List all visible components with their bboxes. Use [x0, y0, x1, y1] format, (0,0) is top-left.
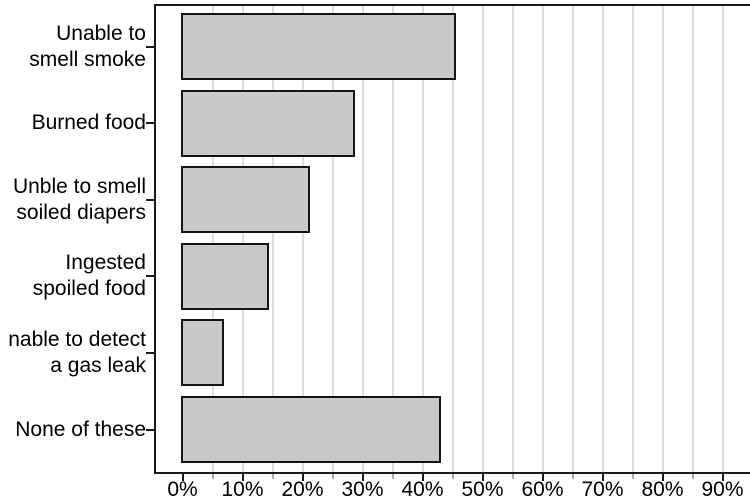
x-tick-60% — [541, 474, 544, 481]
y-axis-label-line: a gas leak — [50, 353, 146, 377]
x-tick-30% — [361, 474, 364, 481]
y-axis-label-line: smell smoke — [29, 47, 146, 71]
y-tick-nable-to-detect-a-gas-leak — [146, 351, 154, 354]
gridline-30pct — [361, 6, 364, 472]
y-axis-label-line: spoiled food — [32, 277, 146, 301]
x-tick-90% — [721, 474, 724, 481]
x-axis-label-70%: 70% — [581, 478, 624, 501]
x-axis-label-20%: 20% — [281, 478, 324, 501]
gridline-65pct — [571, 6, 574, 472]
y-axis-label-none-of-these: None of these — [15, 417, 146, 443]
x-minor-tick-85pct — [691, 474, 694, 479]
y-axis-label-line: soiled diapers — [16, 200, 146, 224]
x-tick-0% — [181, 474, 184, 481]
bar-burned-food — [181, 89, 356, 157]
x-minor-tick-35pct — [391, 474, 394, 479]
gridline-50pct — [481, 6, 484, 472]
y-axis-label-nable-to-detect-a-gas-leak: nable to detect a gas leak — [8, 327, 146, 379]
y-axis-label-line: None of these — [15, 417, 146, 441]
x-axis-label-60%: 60% — [521, 478, 564, 501]
x-axis-label-50%: 50% — [461, 478, 504, 501]
x-minor-tick-15pct — [271, 474, 274, 479]
y-tick-unble-to-smell-soiled-diapers — [146, 198, 154, 201]
x-minor-tick-55pct — [511, 474, 514, 479]
x-axis-label-80%: 80% — [641, 478, 684, 501]
x-minor-tick-65pct — [571, 474, 574, 479]
y-tick-unable-to-smell-smoke — [146, 45, 154, 48]
gridline-10pct — [241, 6, 244, 472]
bar-unble-to-smell-soiled-diapers — [181, 166, 311, 234]
x-tick-40% — [421, 474, 424, 481]
bar-ingested-spoiled-food — [181, 242, 270, 310]
bar-nable-to-detect-a-gas-leak — [181, 319, 224, 387]
y-axis-label-line: Unble to smell — [12, 174, 146, 198]
bar-none-of-these — [181, 396, 441, 463]
gridline-60pct — [541, 6, 544, 472]
gridline-75pct — [631, 6, 634, 472]
y-axis-label-line: Burned food — [31, 111, 146, 135]
y-axis-label-line: nable to detect — [8, 327, 146, 351]
x-axis-label-40%: 40% — [401, 478, 444, 501]
y-tick-burned-food — [146, 122, 154, 125]
x-axis-label-10%: 10% — [221, 478, 264, 501]
gridline-35pct — [391, 6, 394, 472]
gridline-5pct — [211, 6, 214, 472]
bar-unable-to-smell-smoke — [181, 13, 456, 80]
gridline-15pct — [271, 6, 274, 472]
gridline-25pct — [331, 6, 334, 472]
gridline-70pct — [601, 6, 604, 472]
x-tick-80% — [661, 474, 664, 481]
x-tick-50% — [481, 474, 484, 481]
x-minor-tick-5pct — [211, 474, 214, 479]
x-axis-label-90%: 90% — [701, 478, 744, 501]
x-axis-label-0%: 0% — [167, 478, 198, 501]
gridline-55pct — [511, 6, 514, 472]
x-minor-tick-25pct — [331, 474, 334, 479]
x-tick-70% — [601, 474, 604, 481]
gridline-80pct — [661, 6, 664, 472]
x-minor-tick-75pct — [631, 474, 634, 479]
y-tick-none-of-these — [146, 428, 154, 431]
y-axis-label-line: Ingested — [65, 251, 146, 275]
x-tick-10% — [241, 474, 244, 481]
x-minor-tick-45pct — [451, 474, 454, 479]
gridline-90pct — [721, 6, 724, 472]
y-axis-label-ingested-spoiled-food: Ingested spoiled food — [33, 250, 146, 302]
y-axis-label-unable-to-smell-smoke: Unable to smell smoke — [29, 21, 146, 73]
gridline-40pct — [421, 6, 424, 472]
x-axis-label-30%: 30% — [341, 478, 384, 501]
gridline-45pct — [451, 6, 454, 472]
y-tick-ingested-spoiled-food — [146, 275, 154, 278]
y-axis-label-line: Unable to — [56, 21, 146, 45]
gridline-85pct — [691, 6, 694, 472]
gridline-20pct — [301, 6, 304, 472]
x-tick-20% — [301, 474, 304, 481]
y-axis-label-burned-food: Burned food — [32, 110, 146, 136]
y-axis-label-unble-to-smell-soiled-diapers: Unble to smell soiled diapers — [13, 174, 146, 226]
